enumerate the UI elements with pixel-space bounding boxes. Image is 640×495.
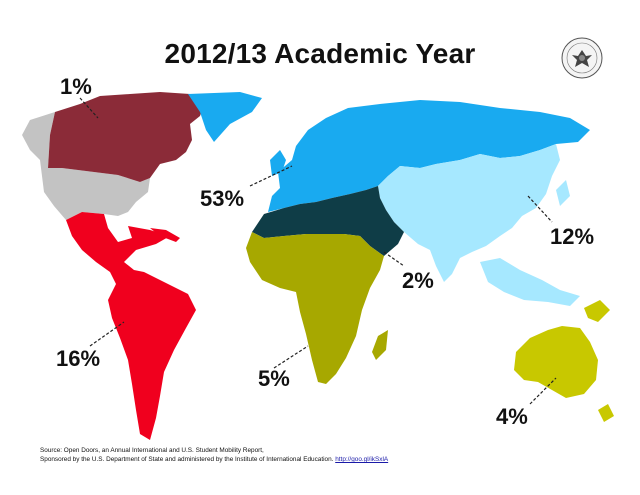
region-southeast-asia[interactable]: [480, 258, 580, 306]
region-caribbean[interactable]: [150, 228, 180, 242]
region-new-guinea[interactable]: [584, 300, 610, 322]
region-new-zealand[interactable]: [598, 404, 614, 422]
region-mena[interactable]: [252, 186, 404, 256]
leader-line-europe: [249, 165, 293, 187]
source-link[interactable]: http://goo.gl/ikSxlA: [335, 456, 389, 463]
source-line-2: Sponsored by the U.S. Department of Stat…: [40, 455, 388, 464]
region-asia[interactable]: [378, 144, 560, 282]
source-line-1: Source: Open Doors, an Annual Internatio…: [40, 447, 264, 454]
leader-line-latin-america: [89, 321, 125, 347]
region-north-america[interactable]: [48, 92, 205, 182]
percent-africa: 5%: [258, 366, 290, 391]
region-latin-america[interactable]: [66, 212, 196, 440]
region-sub-saharan-africa[interactable]: [246, 232, 384, 384]
percent-north-america: 1%: [60, 74, 92, 99]
percent-latin-america: 16%: [56, 346, 101, 371]
percent-mena: 2%: [402, 268, 434, 293]
region-united-states[interactable]: [22, 112, 150, 220]
region-greenland[interactable]: [188, 92, 262, 142]
region-uk[interactable]: [270, 150, 286, 176]
region-europe[interactable]: [268, 100, 590, 212]
slide-title: 2012/13 Academic Year: [164, 38, 476, 69]
region-madagascar[interactable]: [372, 330, 388, 360]
percent-europe: 53%: [200, 186, 245, 211]
leader-line-africa: [273, 345, 309, 369]
leader-line-north-america: [79, 97, 99, 119]
department-of-state-seal-icon: [561, 37, 603, 79]
leader-line-asia: [527, 195, 553, 223]
percent-asia: 12%: [550, 224, 595, 249]
source-line-2-text: Sponsored by the U.S. Department of Stat…: [40, 456, 334, 463]
source-note: Source: Open Doors, an Annual Internatio…: [40, 446, 388, 464]
leader-line-oceania: [529, 377, 557, 405]
region-japan[interactable]: [556, 180, 570, 206]
region-oceania[interactable]: [514, 326, 598, 398]
percent-oceania: 4%: [496, 404, 528, 429]
leader-line-mena: [383, 251, 405, 267]
